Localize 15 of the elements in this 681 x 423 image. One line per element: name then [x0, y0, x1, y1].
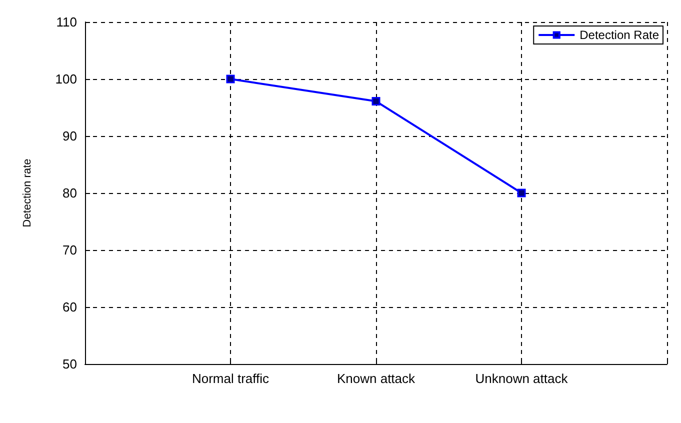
- point: [517, 188, 526, 198]
- y-tick-label: 70: [62, 242, 77, 258]
- y-tick-label: 110: [56, 14, 77, 30]
- y-tick-label: 80: [62, 186, 77, 200]
- x-tick-label: Unknown attack: [475, 371, 568, 386]
- y-axis-title: Detection rate: [22, 158, 34, 228]
- point: [372, 96, 380, 106]
- legend-label: Detection Rate: [580, 28, 660, 42]
- y-tick-label: 100: [55, 72, 77, 86]
- y-tick-label: 60: [62, 300, 77, 314]
- y-tick-label: 50: [62, 356, 77, 372]
- x-tick-label: Normal traffic: [192, 371, 270, 386]
- y-tick-label: 90: [62, 128, 77, 144]
- point: [226, 74, 235, 84]
- x-tick-label: Known attack: [336, 371, 416, 386]
